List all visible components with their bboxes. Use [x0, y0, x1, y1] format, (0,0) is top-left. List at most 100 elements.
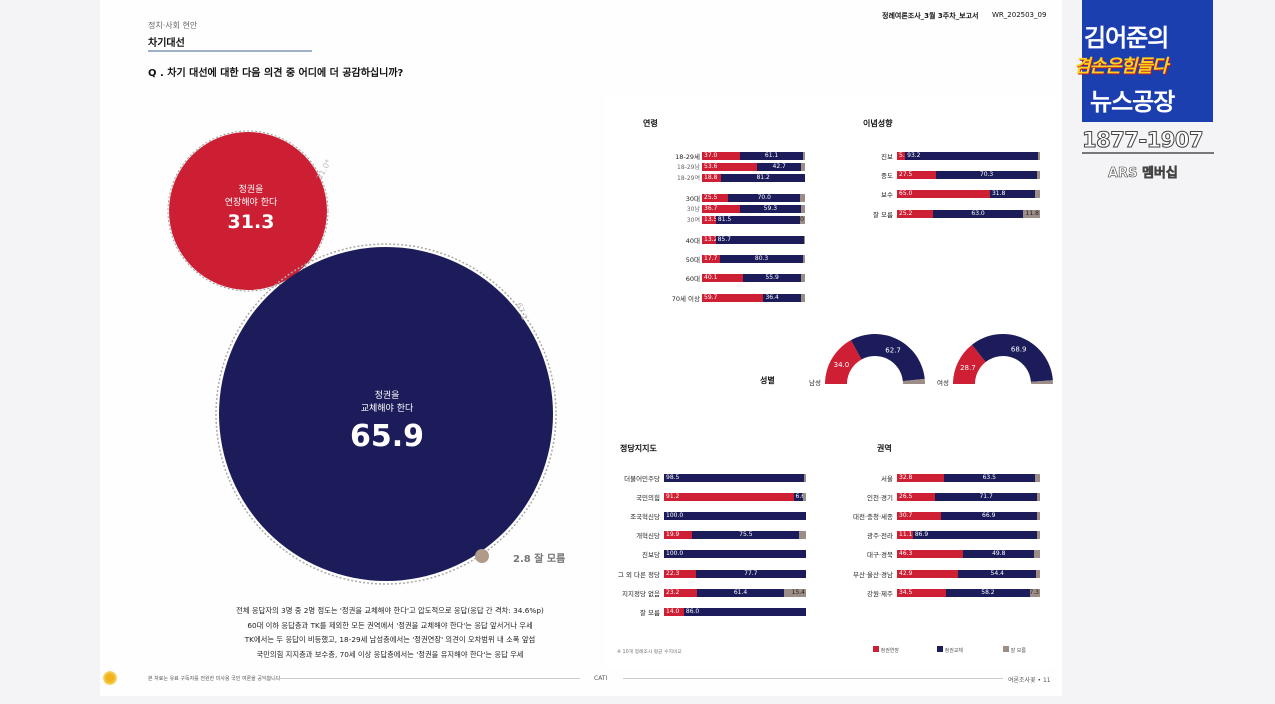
age-bar-segment-gray	[802, 255, 805, 263]
region-bar-value: 32.8	[899, 474, 913, 481]
region-bar-segment-navy: 66.9	[940, 512, 1037, 520]
flower-logo-icon	[102, 670, 118, 686]
region-bar: 46.3 49.8	[897, 550, 1040, 558]
party-bar-value: 98.5	[666, 474, 680, 481]
summary-text: 전체 응답자의 3명 중 2명 정도는 '정권을 교체해야 한다'고 압도적으로…	[170, 604, 610, 662]
extend-bubble	[169, 132, 327, 290]
ideology-row-label: 보수	[881, 191, 893, 199]
broadcast-membership: ARS 멤버십	[1108, 166, 1178, 182]
age-bar-segment-navy: 70.0	[728, 194, 801, 202]
party-bar-value: 15.4	[791, 589, 805, 596]
gender-title: 성별	[760, 376, 775, 385]
party-bar-segment-gray: 15.4	[784, 589, 806, 597]
region-bar-segment-gray	[1037, 531, 1040, 539]
age-bar-value: 70.0	[757, 194, 771, 201]
age-bar-value: 40.1	[704, 274, 718, 281]
region-bar-value: 86.9	[914, 531, 929, 538]
footer-rule-right	[623, 678, 1003, 679]
ideology-bar-segment-gray: 11.8	[1023, 210, 1040, 218]
party-bar-value: 14.0	[666, 608, 680, 615]
party-bar-value: 86.0	[685, 608, 700, 615]
age-bar-segment-red: 40.1	[702, 274, 744, 282]
region-row-label: 부산·울산·경남	[852, 571, 893, 579]
footer-center: CATI	[594, 675, 608, 682]
age-bar-value: 36.7	[704, 205, 718, 212]
region-bar-segment-gray: 7.3	[1029, 589, 1040, 597]
party-bar-value: 100.0	[666, 512, 684, 519]
party-row-label: 더불어민주당	[624, 475, 660, 483]
party-bar: 14.0 86.0	[664, 608, 806, 616]
gender-slice-extend	[825, 340, 862, 384]
age-bar-segment-gray	[800, 294, 805, 302]
section-title: 차기대선	[148, 38, 185, 49]
region-bar-segment-gray	[1034, 474, 1040, 482]
age-bar-value: 42.7	[772, 163, 786, 170]
party-bar-segment-navy: 86.0	[683, 608, 806, 616]
party-bar-segment-navy: 98.5	[664, 474, 804, 482]
ideology-bar: 65.0 31.8	[897, 190, 1040, 198]
footer-rule-left	[265, 678, 580, 679]
age-bar-value: 37.0	[704, 152, 718, 159]
age-bar-value: 59.7	[704, 294, 718, 301]
age-bar-value: 80.3	[754, 255, 769, 262]
footnote: ※ 10개 정례조사 평균 수치비교	[617, 650, 682, 655]
region-bar: 32.8 63.5	[897, 474, 1040, 482]
gender-label: 여성	[937, 378, 949, 387]
summary-line: 전체 응답자의 3명 중 2명 정도는 '정권을 교체해야 한다'고 압도적으로…	[236, 606, 544, 615]
region-bar-segment-navy: 54.4	[958, 570, 1037, 578]
summary-line: 국민의힘 지지층과 보수층, 70세 이상 응답층에서는 '정권을 유지해야 한…	[256, 649, 524, 659]
region-bar-segment-red: 30.7	[897, 512, 941, 520]
party-bar-segment-gray	[803, 474, 806, 482]
ideology-bar-value: 93.2	[907, 152, 921, 159]
gender-slice-replace	[971, 334, 1053, 382]
party-bar-segment-navy: 100.0	[664, 550, 806, 558]
ideology-bar-value: 5.7	[899, 152, 909, 159]
age-bar-value: 13.5	[704, 216, 718, 223]
age-bar-value: 18.8	[704, 174, 718, 181]
ideology-bar-value: 65.0	[899, 190, 913, 197]
age-bar-segment-gray	[800, 274, 805, 282]
age-bar-value: 53.6	[704, 163, 718, 170]
region-title: 권역	[877, 444, 892, 453]
replace-bubble	[219, 247, 553, 581]
age-bar-value: 36.4	[765, 294, 779, 301]
ideology-bar-segment-navy: 31.8	[989, 190, 1036, 198]
ideology-title: 이념성향	[863, 119, 893, 128]
summary-line: TK에서는 두 응답이 비등했고, 18-29세 남성층에서는 '정권연장' 의…	[244, 635, 536, 644]
age-title: 연령	[643, 119, 658, 128]
gender-slice-replace	[850, 334, 925, 382]
legend-unknown-label: 잘 모름	[1010, 648, 1026, 654]
category-label: 정치·사회 현안	[148, 21, 198, 30]
region-bar-segment-gray	[1036, 512, 1040, 520]
age-bar-segment-red: 59.7	[702, 294, 764, 302]
party-bar-segment-gray	[802, 493, 806, 501]
replace-label-2: 교체해야 한다	[361, 403, 414, 414]
party-bar-value: 75.5	[739, 531, 753, 538]
age-bar-value: 17.7	[704, 255, 718, 262]
legend-swatch-navy	[937, 646, 943, 652]
region-row-label: 서울	[881, 475, 893, 483]
age-bar-segment-navy: 36.4	[763, 294, 801, 302]
ideology-bar-segment-navy: 63.0	[933, 210, 1024, 218]
party-row-label: 진보당	[642, 551, 660, 559]
age-bar: 40.1 55.9	[702, 274, 805, 282]
age-bar-segment-red: 13.5	[702, 216, 718, 224]
age-bar-segment-gray: 5.0	[794, 216, 805, 224]
footer-note: 본 자료는 유료 구독자를 전원한 미사용 국민 여론을 공익합니다	[148, 676, 281, 682]
region-bar-value: 46.3	[899, 550, 913, 557]
extend-label-2: 연장해야 한다	[225, 197, 278, 208]
party-title: 정당지지도	[620, 444, 657, 453]
legend-extend: 정권연장	[873, 646, 899, 654]
region-bar-value: 63.5	[982, 474, 996, 481]
age-bar-value: 59.3	[763, 205, 778, 212]
ideology-bar-value: 25.2	[899, 210, 913, 217]
party-bar-segment-red: 19.9	[664, 531, 693, 539]
ideology-bar-segment-red: 5.7	[897, 152, 909, 160]
age-bar-segment-red: 17.7	[702, 255, 721, 263]
ideology-bar-segment-red: 65.0	[897, 190, 990, 198]
party-bar: 19.9 75.5	[664, 531, 806, 539]
ideology-bar-segment-red: 25.2	[897, 210, 934, 218]
party-bar-value: 22.3	[666, 570, 680, 577]
age-bar-segment-navy: 81.5	[715, 216, 800, 224]
party-bar: 23.2 61.4 15.4	[664, 589, 806, 597]
